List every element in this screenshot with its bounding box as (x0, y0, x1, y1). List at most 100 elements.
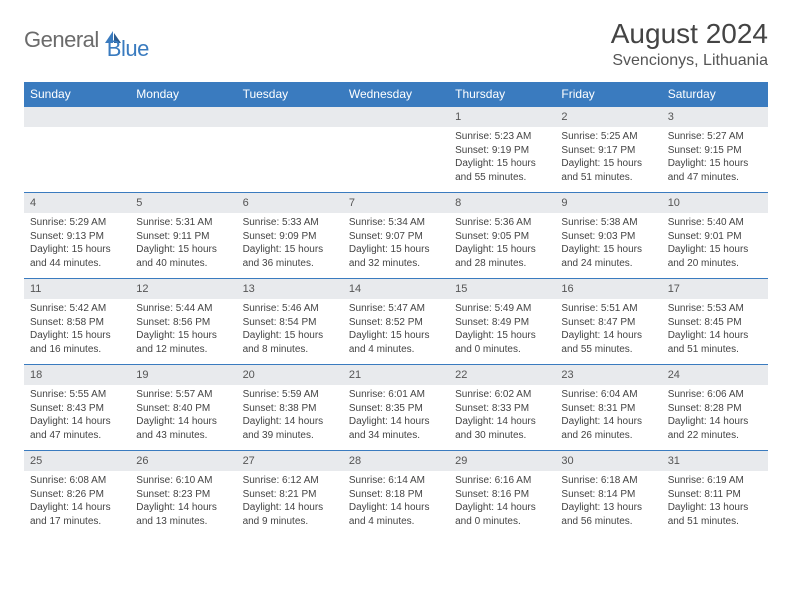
sunset-line: Sunset: 9:11 PM (136, 230, 230, 244)
sunrise-line: Sunrise: 5:33 AM (243, 216, 337, 230)
info-cell: Sunrise: 6:01 AMSunset: 8:35 PMDaylight:… (343, 385, 449, 451)
sunrise-line: Sunrise: 6:14 AM (349, 474, 443, 488)
day-header-cell: Saturday (662, 82, 768, 107)
daylight-line: Daylight: 15 hours and 16 minutes. (30, 329, 124, 356)
date-cell: 14 (343, 279, 449, 300)
sunset-line: Sunset: 9:19 PM (455, 144, 549, 158)
sunset-line: Sunset: 9:17 PM (561, 144, 655, 158)
sunset-line: Sunset: 8:26 PM (30, 488, 124, 502)
sunrise-line: Sunrise: 5:23 AM (455, 130, 549, 144)
info-cell: Sunrise: 6:18 AMSunset: 8:14 PMDaylight:… (555, 471, 661, 536)
info-cell: Sunrise: 5:42 AMSunset: 8:58 PMDaylight:… (24, 299, 130, 365)
sunset-line: Sunset: 8:47 PM (561, 316, 655, 330)
date-cell: 26 (130, 451, 236, 472)
info-cell: Sunrise: 5:51 AMSunset: 8:47 PMDaylight:… (555, 299, 661, 365)
sunrise-line: Sunrise: 5:40 AM (668, 216, 762, 230)
date-cell: 10 (662, 193, 768, 214)
date-cell: 31 (662, 451, 768, 472)
info-cell: Sunrise: 5:47 AMSunset: 8:52 PMDaylight:… (343, 299, 449, 365)
daylight-line: Daylight: 14 hours and 17 minutes. (30, 501, 124, 528)
date-cell: 9 (555, 193, 661, 214)
month-title: August 2024 (611, 18, 768, 50)
date-cell: 23 (555, 365, 661, 386)
date-row: 45678910 (24, 193, 768, 214)
sunrise-line: Sunrise: 6:08 AM (30, 474, 124, 488)
daylight-line: Daylight: 14 hours and 30 minutes. (455, 415, 549, 442)
sunset-line: Sunset: 8:52 PM (349, 316, 443, 330)
sunrise-line: Sunrise: 6:06 AM (668, 388, 762, 402)
daylight-line: Daylight: 13 hours and 56 minutes. (561, 501, 655, 528)
sunrise-line: Sunrise: 6:12 AM (243, 474, 337, 488)
sunset-line: Sunset: 9:09 PM (243, 230, 337, 244)
date-cell (130, 107, 236, 128)
sunrise-line: Sunrise: 6:02 AM (455, 388, 549, 402)
info-cell: Sunrise: 5:36 AMSunset: 9:05 PMDaylight:… (449, 213, 555, 279)
daylight-line: Daylight: 15 hours and 36 minutes. (243, 243, 337, 270)
daylight-line: Daylight: 14 hours and 34 minutes. (349, 415, 443, 442)
info-row: Sunrise: 6:08 AMSunset: 8:26 PMDaylight:… (24, 471, 768, 536)
date-cell (237, 107, 343, 128)
daylight-line: Daylight: 14 hours and 43 minutes. (136, 415, 230, 442)
sunset-line: Sunset: 9:15 PM (668, 144, 762, 158)
daylight-line: Daylight: 13 hours and 51 minutes. (668, 501, 762, 528)
info-cell: Sunrise: 6:14 AMSunset: 8:18 PMDaylight:… (343, 471, 449, 536)
info-cell: Sunrise: 6:02 AMSunset: 8:33 PMDaylight:… (449, 385, 555, 451)
date-cell: 2 (555, 107, 661, 128)
daylight-line: Daylight: 14 hours and 22 minutes. (668, 415, 762, 442)
sunset-line: Sunset: 8:45 PM (668, 316, 762, 330)
sunrise-line: Sunrise: 6:04 AM (561, 388, 655, 402)
sunset-line: Sunset: 9:07 PM (349, 230, 443, 244)
sunrise-line: Sunrise: 6:16 AM (455, 474, 549, 488)
date-cell: 8 (449, 193, 555, 214)
info-row: Sunrise: 5:55 AMSunset: 8:43 PMDaylight:… (24, 385, 768, 451)
sunset-line: Sunset: 8:14 PM (561, 488, 655, 502)
sunrise-line: Sunrise: 5:49 AM (455, 302, 549, 316)
date-cell: 3 (662, 107, 768, 128)
daylight-line: Daylight: 14 hours and 0 minutes. (455, 501, 549, 528)
sunset-line: Sunset: 8:11 PM (668, 488, 762, 502)
daylight-line: Daylight: 15 hours and 47 minutes. (668, 157, 762, 184)
info-cell (130, 127, 236, 193)
daylight-line: Daylight: 14 hours and 47 minutes. (30, 415, 124, 442)
day-header-cell: Wednesday (343, 82, 449, 107)
daylight-line: Daylight: 15 hours and 51 minutes. (561, 157, 655, 184)
info-cell: Sunrise: 5:23 AMSunset: 9:19 PMDaylight:… (449, 127, 555, 193)
sunset-line: Sunset: 8:43 PM (30, 402, 124, 416)
daylight-line: Daylight: 15 hours and 28 minutes. (455, 243, 549, 270)
sunset-line: Sunset: 8:23 PM (136, 488, 230, 502)
sunset-line: Sunset: 8:40 PM (136, 402, 230, 416)
sunset-line: Sunset: 8:58 PM (30, 316, 124, 330)
date-cell (24, 107, 130, 128)
daylight-line: Daylight: 14 hours and 51 minutes. (668, 329, 762, 356)
daylight-line: Daylight: 14 hours and 39 minutes. (243, 415, 337, 442)
sunrise-line: Sunrise: 5:44 AM (136, 302, 230, 316)
info-cell: Sunrise: 6:04 AMSunset: 8:31 PMDaylight:… (555, 385, 661, 451)
info-row: Sunrise: 5:42 AMSunset: 8:58 PMDaylight:… (24, 299, 768, 365)
sunset-line: Sunset: 8:35 PM (349, 402, 443, 416)
sunset-line: Sunset: 8:18 PM (349, 488, 443, 502)
date-cell: 18 (24, 365, 130, 386)
info-row: Sunrise: 5:23 AMSunset: 9:19 PM Daylight:… (24, 127, 768, 193)
daylight-line: Daylight: 15 hours and 40 minutes. (136, 243, 230, 270)
date-row: 123 (24, 107, 768, 128)
info-cell: Sunrise: 6:08 AMSunset: 8:26 PMDaylight:… (24, 471, 130, 536)
info-cell: Sunrise: 5:59 AMSunset: 8:38 PMDaylight:… (237, 385, 343, 451)
daylight-line: Daylight: 14 hours and 26 minutes. (561, 415, 655, 442)
sunrise-line: Sunrise: 5:31 AM (136, 216, 230, 230)
sunrise-line: Sunrise: 5:55 AM (30, 388, 124, 402)
sunrise-line: Sunrise: 6:18 AM (561, 474, 655, 488)
info-cell: Sunrise: 5:38 AMSunset: 9:03 PMDaylight:… (555, 213, 661, 279)
info-cell: Sunrise: 5:27 AMSunset: 9:15 PMDaylight:… (662, 127, 768, 193)
logo-text-general: General (24, 27, 99, 53)
sunrise-line: Sunrise: 6:01 AM (349, 388, 443, 402)
sunset-line: Sunset: 9:13 PM (30, 230, 124, 244)
date-cell: 6 (237, 193, 343, 214)
sunrise-line: Sunrise: 5:34 AM (349, 216, 443, 230)
sunrise-line: Sunrise: 5:38 AM (561, 216, 655, 230)
info-cell: Sunrise: 5:31 AMSunset: 9:11 PMDaylight:… (130, 213, 236, 279)
sunset-line: Sunset: 8:28 PM (668, 402, 762, 416)
sunrise-line: Sunrise: 5:51 AM (561, 302, 655, 316)
daylight-line: Daylight: 15 hours and 32 minutes. (349, 243, 443, 270)
daylight-line: Daylight: 15 hours and 4 minutes. (349, 329, 443, 356)
info-cell (343, 127, 449, 193)
